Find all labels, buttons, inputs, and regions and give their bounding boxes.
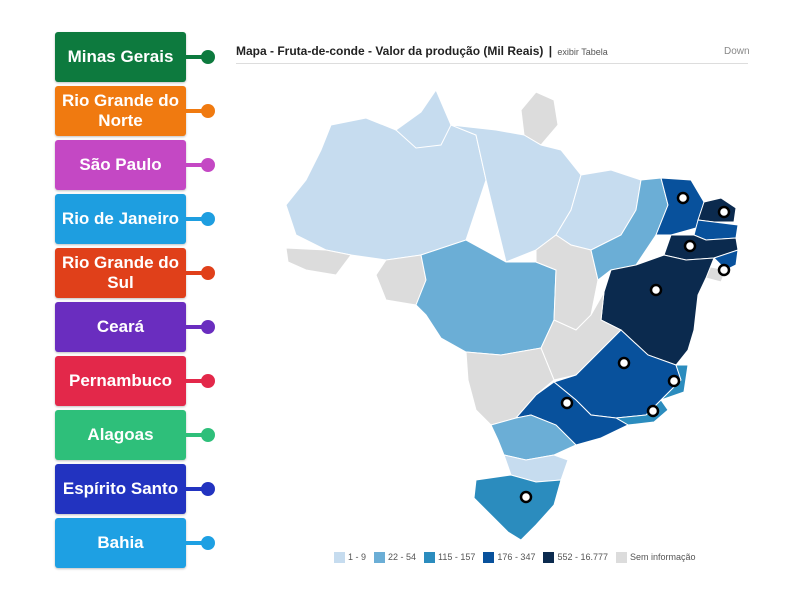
state-rio-grande-do-norte — [697, 197, 737, 223]
label-alagoas[interactable]: Alagoas — [55, 410, 220, 460]
connector-knob[interactable] — [201, 104, 215, 118]
legend-swatch — [616, 551, 627, 563]
state-parana — [490, 414, 577, 461]
state-mato-grosso — [415, 239, 557, 356]
drop-target-marker[interactable] — [683, 239, 697, 253]
title-separator: | — [548, 44, 553, 58]
connector-line — [186, 163, 202, 167]
label-rio-grande-do-sul[interactable]: Rio Grande do Sul — [55, 248, 220, 298]
connector-knob[interactable] — [201, 536, 215, 550]
legend-swatch — [483, 551, 495, 563]
label-tile[interactable]: Espírito Santo — [55, 464, 186, 514]
legend-label: 1 - 9 — [348, 552, 367, 562]
connector-knob[interactable] — [201, 320, 215, 334]
legend-swatch — [374, 551, 386, 563]
drop-target-marker[interactable] — [667, 374, 681, 388]
state-amazonas — [285, 88, 487, 261]
connector-line — [186, 433, 202, 437]
label-tile[interactable]: Bahia — [55, 518, 186, 568]
legend-item: 22 - 54 — [374, 551, 417, 563]
connector-knob[interactable] — [201, 428, 215, 442]
drop-target-marker[interactable] — [676, 191, 690, 205]
connector-line — [186, 109, 202, 113]
connector-line — [186, 217, 202, 221]
label-bahia[interactable]: Bahia — [55, 518, 220, 568]
legend-item: 552 - 16.777 — [543, 551, 608, 563]
state-acre — [285, 247, 352, 276]
drop-target-marker[interactable] — [560, 396, 574, 410]
label-tile[interactable]: São Paulo — [55, 140, 186, 190]
label-tile[interactable]: Minas Gerais — [55, 32, 186, 82]
state-paraiba — [693, 219, 739, 241]
connector-knob[interactable] — [201, 50, 215, 64]
connector-line — [186, 271, 202, 275]
drop-target-marker[interactable] — [717, 205, 731, 219]
brazil-map — [285, 88, 739, 541]
connector-line — [186, 325, 202, 329]
connector-knob[interactable] — [201, 266, 215, 280]
legend-label: 176 - 347 — [497, 552, 536, 562]
connector-knob[interactable] — [201, 374, 215, 388]
legend-label: 22 - 54 — [388, 552, 417, 562]
map-title-text: Mapa - Fruta-de-conde - Valor da produçã… — [236, 44, 544, 58]
drop-target-marker[interactable] — [649, 283, 663, 297]
drop-target-marker[interactable] — [646, 404, 660, 418]
label-sao-paulo[interactable]: São Paulo — [55, 140, 220, 190]
label-tile[interactable]: Alagoas — [55, 410, 186, 460]
label-tile[interactable]: Rio Grande do Sul — [55, 248, 186, 298]
drop-target-marker[interactable] — [519, 490, 533, 504]
map-panel: Mapa - Fruta-de-conde - Valor da produçã… — [236, 30, 756, 570]
state-rio-grande-do-sul — [473, 474, 562, 541]
label-ceara[interactable]: Ceará — [55, 302, 220, 352]
label-pernambuco[interactable]: Pernambuco — [55, 356, 220, 406]
connector-knob[interactable] — [201, 482, 215, 496]
label-rio-de-janeiro[interactable]: Rio de Janeiro — [55, 194, 220, 244]
show-table-link[interactable]: exibir Tabela — [557, 47, 608, 57]
legend-label: Sem informação — [630, 552, 696, 562]
legend-label: 552 - 16.777 — [557, 552, 608, 562]
connector-line — [186, 379, 202, 383]
legend-swatch — [543, 551, 555, 563]
state-espirito-santo — [660, 364, 689, 401]
legend-item: 176 - 347 — [483, 551, 536, 563]
map-title: Mapa - Fruta-de-conde - Valor da produçã… — [236, 44, 608, 58]
label-espirito-santo[interactable]: Espírito Santo — [55, 464, 220, 514]
drop-target-marker[interactable] — [717, 263, 731, 277]
label-tile[interactable]: Pernambuco — [55, 356, 186, 406]
download-link[interactable]: Down — [724, 46, 750, 57]
connector-line — [186, 487, 202, 491]
legend-label: 115 - 157 — [438, 552, 476, 562]
label-tile[interactable]: Rio de Janeiro — [55, 194, 186, 244]
legend-item: 1 - 9 — [334, 551, 367, 563]
label-column: Minas Gerais Rio Grande do Norte São Pau… — [0, 0, 230, 600]
connector-knob[interactable] — [201, 158, 215, 172]
legend-swatch — [424, 551, 436, 563]
drop-target-marker[interactable] — [617, 356, 631, 370]
label-tile[interactable]: Ceará — [55, 302, 186, 352]
connector-knob[interactable] — [201, 212, 215, 226]
label-minas-gerais[interactable]: Minas Gerais — [55, 32, 220, 82]
label-tile[interactable]: Rio Grande do Norte — [55, 86, 186, 136]
map-legend: 1 - 9 22 - 54 115 - 157 176 - 347 552 - … — [334, 550, 704, 564]
legend-swatch — [334, 551, 345, 563]
connector-line — [186, 55, 202, 59]
title-divider — [236, 63, 748, 64]
state-ceara — [655, 177, 705, 236]
legend-item: Sem informação — [616, 551, 696, 563]
connector-line — [186, 541, 202, 545]
label-rio-grande-do-norte[interactable]: Rio Grande do Norte — [55, 86, 220, 136]
legend-item: 115 - 157 — [424, 551, 476, 563]
